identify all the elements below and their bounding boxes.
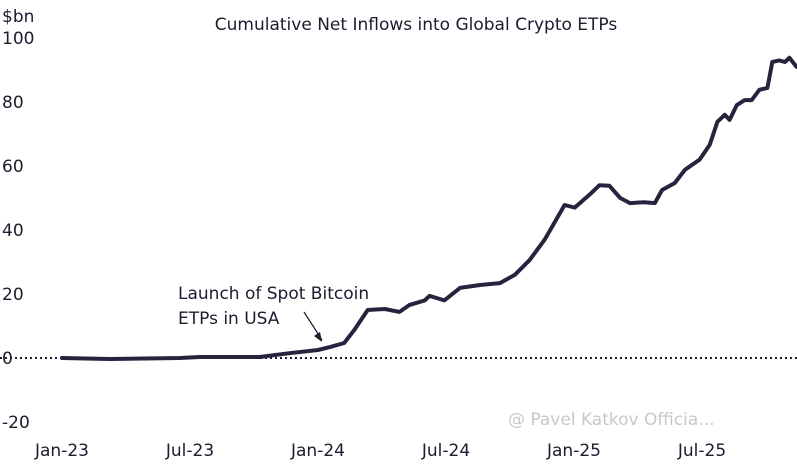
x-tick-label: Jan-24 [290, 441, 345, 461]
annotation-arrowhead [314, 332, 322, 342]
y-tick-label: 60 [2, 157, 24, 177]
series-line [60, 55, 797, 361]
x-tick-label: Jan-25 [546, 441, 601, 461]
y-tick-label: 0 [2, 349, 13, 369]
x-tick-label: Jul-24 [421, 441, 470, 461]
y-tick-label: 40 [2, 221, 24, 241]
chart-title: Cumulative Net Inflows into Global Crypt… [215, 15, 618, 35]
y-tick-label: 100 [2, 29, 34, 49]
y-tick-label: 20 [2, 285, 24, 305]
y-tick-label: -20 [2, 413, 30, 433]
watermark: @ Pavel Katkov Officia... [508, 410, 715, 430]
annotation-line-2: ETPs in USA [178, 309, 280, 329]
y-axis-label: $bn [2, 7, 34, 27]
x-tick-label: Jan-23 [34, 441, 89, 461]
x-tick-label: Jul-23 [165, 441, 214, 461]
x-tick-label: Jul-25 [677, 441, 726, 461]
annotation-line-1: Launch of Spot Bitcoin [178, 284, 369, 304]
y-tick-label: 80 [2, 93, 24, 113]
